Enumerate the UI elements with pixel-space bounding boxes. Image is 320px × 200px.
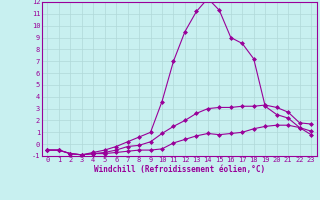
X-axis label: Windchill (Refroidissement éolien,°C): Windchill (Refroidissement éolien,°C) xyxy=(94,165,265,174)
